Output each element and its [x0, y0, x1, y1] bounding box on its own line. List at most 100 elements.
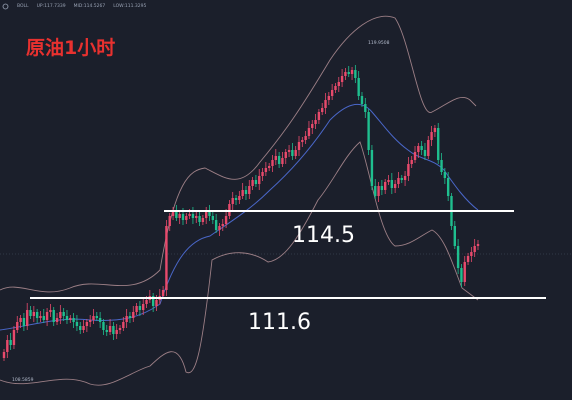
candle-body — [35, 312, 39, 318]
candle-body — [204, 212, 208, 218]
candle-body — [178, 214, 181, 218]
candle-body — [168, 216, 171, 226]
candle-body — [155, 300, 158, 306]
candle-body — [340, 76, 344, 82]
candle-body — [75, 322, 79, 326]
candle-body — [291, 150, 294, 156]
candle-body — [102, 322, 105, 330]
candle-body — [142, 304, 145, 310]
candle-body — [201, 218, 205, 222]
candle-body — [453, 226, 456, 246]
indicator-readout: BOLL UP:117.7339 MID:114.5267 LOW:111.32… — [2, 3, 146, 10]
candle-body — [407, 164, 410, 176]
candle-body — [334, 86, 337, 90]
candle-body — [374, 186, 377, 196]
candle-body — [208, 212, 211, 216]
candle-body — [195, 216, 198, 218]
candle-body — [79, 326, 82, 330]
candle-body — [380, 186, 384, 190]
candle-body — [251, 180, 254, 186]
candle-body — [264, 168, 268, 172]
candle-body — [433, 128, 437, 132]
candle-body — [135, 306, 138, 312]
candle-body — [258, 176, 261, 184]
candle-body — [254, 180, 258, 184]
candle-body — [364, 104, 367, 112]
candle-body — [49, 310, 52, 312]
resistance-level-label: 114.5 — [292, 223, 355, 248]
candle-body — [261, 172, 264, 176]
candle-body — [327, 96, 331, 100]
candle-body — [22, 318, 26, 326]
candle-body — [145, 300, 148, 304]
support-level-label: 111.6 — [248, 310, 311, 335]
candle-body — [171, 212, 175, 216]
candle-body — [463, 262, 466, 282]
candle-body — [188, 214, 191, 216]
candle-body — [393, 184, 397, 188]
chart-settings-icon[interactable] — [2, 3, 9, 10]
candle-body — [294, 150, 297, 156]
candle-body — [420, 146, 423, 150]
candle-body — [443, 172, 447, 178]
candle-body — [403, 176, 407, 180]
candle-body — [65, 316, 69, 320]
candle-body — [221, 224, 224, 226]
candle-body — [42, 316, 45, 320]
candle-body — [224, 216, 228, 224]
candle-body — [437, 128, 440, 160]
candle-body — [324, 100, 327, 108]
candle-body — [59, 312, 62, 318]
boll-middle-band — [0, 103, 479, 331]
candle-body — [281, 158, 284, 164]
candle-body — [214, 220, 218, 230]
candle-body — [423, 150, 427, 156]
candle-body — [460, 268, 463, 282]
candle-body — [466, 256, 470, 262]
candle-body — [446, 178, 450, 196]
candle-body — [274, 156, 278, 160]
candle-body — [32, 312, 36, 316]
candle-body — [128, 316, 132, 318]
candle-body — [287, 150, 291, 152]
candle-body — [2, 352, 6, 358]
boll-lower-band — [0, 141, 479, 386]
candle-body — [55, 318, 59, 322]
candle-body — [238, 196, 241, 200]
candle-body — [72, 318, 75, 322]
candle-body — [105, 330, 108, 332]
candle-body — [344, 72, 347, 76]
candle-body — [98, 318, 102, 322]
candle-body — [410, 160, 413, 164]
candle-body — [330, 90, 334, 96]
candle-body — [470, 252, 473, 256]
candle-body — [267, 166, 271, 168]
candle-body — [397, 178, 400, 184]
candle-body — [6, 340, 9, 352]
candle-body — [473, 246, 476, 252]
candle-body — [377, 186, 380, 196]
candle-body — [82, 326, 85, 330]
candle-body — [297, 142, 301, 150]
candle-body — [122, 322, 125, 328]
candle-body — [231, 198, 234, 204]
candle-body — [161, 290, 165, 296]
candle-body — [9, 340, 12, 345]
candle-body — [85, 322, 89, 326]
boll-up-value: UP:117.7339 — [36, 4, 66, 9]
candle-body — [413, 152, 417, 160]
candle-body — [62, 312, 65, 316]
candle-body — [370, 150, 374, 186]
candle-body — [19, 318, 22, 322]
candle-body — [248, 186, 251, 194]
candle-body — [211, 216, 215, 220]
boll-mid-value: MID:114.5267 — [73, 4, 106, 9]
candle-body — [29, 310, 32, 316]
candle-body — [383, 182, 387, 190]
candle-body — [112, 326, 115, 334]
candle-body — [456, 246, 460, 268]
low-price-label: 108.5859 — [12, 378, 34, 383]
candle-body — [95, 316, 99, 318]
candle-body — [337, 82, 340, 86]
